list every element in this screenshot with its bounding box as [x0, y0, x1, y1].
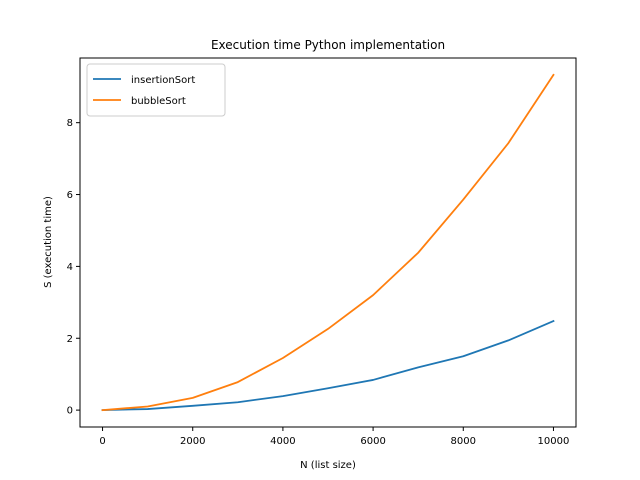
legend-label-bubbleSort: bubbleSort — [131, 96, 186, 107]
x-axis-label: N (list size) — [300, 460, 356, 471]
plot-frame — [79, 57, 577, 428]
x-tick-label-2: 4000 — [270, 436, 295, 447]
legend-label-insertionSort: insertionSort — [131, 75, 195, 86]
y-tick-label-0: 0 — [67, 406, 73, 417]
series-line-insertionSort — [101, 319, 555, 412]
legend: insertionSort bubbleSort — [86, 63, 226, 117]
y-axis: 0 2 4 6 8 — [67, 118, 80, 417]
x-axis: 0 2000 4000 6000 8000 10000 — [99, 427, 569, 447]
y-tick-label-2: 4 — [67, 262, 73, 273]
x-tick-label-1: 2000 — [180, 436, 205, 447]
x-tick-label-0: 0 — [99, 436, 105, 447]
legend-box — [86, 63, 226, 117]
series-line-bubbleSort — [101, 73, 555, 412]
y-axis-label: S (execution time) — [43, 196, 54, 288]
x-tick-label-4: 8000 — [451, 436, 476, 447]
x-tick-label-5: 10000 — [538, 436, 570, 447]
x-tick-label-3: 6000 — [360, 436, 385, 447]
y-tick-label-3: 6 — [67, 190, 73, 201]
plot-area — [101, 73, 555, 412]
y-tick-label-4: 8 — [67, 118, 73, 129]
y-tick-label-1: 2 — [67, 334, 73, 345]
chart-title: Execution time Python implementation — [211, 38, 445, 52]
